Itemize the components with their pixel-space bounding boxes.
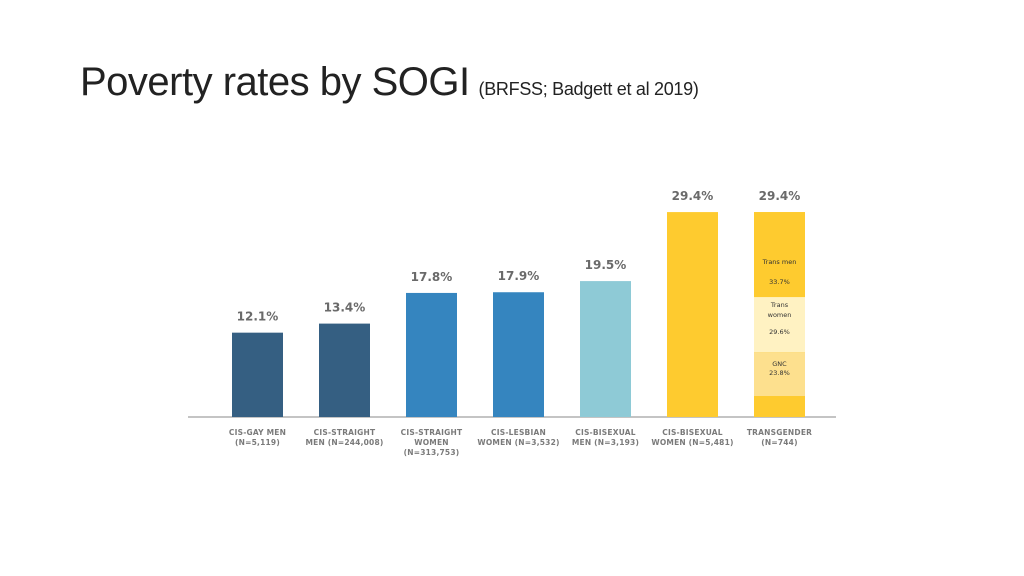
slide-title: Poverty rates by SOGI (BRFSS; Badgett et… xyxy=(80,60,699,105)
category-label: CIS-STRAIGHT xyxy=(314,428,376,437)
transgender-segment-label: 23.8% xyxy=(769,369,790,377)
category-label: MEN (N=244,008) xyxy=(305,438,383,447)
bar xyxy=(319,323,370,417)
category-label: CIS-LESBIAN xyxy=(491,428,546,437)
transgender-segment-label: Trans xyxy=(770,301,789,309)
transgender-segment-label: women xyxy=(768,311,792,319)
category-label: CIS-GAY MEN xyxy=(229,428,286,437)
value-label: 17.8% xyxy=(411,270,453,284)
transgender-segment xyxy=(754,212,805,298)
bar xyxy=(667,212,718,417)
category-label: WOMEN xyxy=(414,438,449,447)
title-source: (BRFSS; Badgett et al 2019) xyxy=(478,79,699,99)
value-label: 13.4% xyxy=(324,301,366,315)
category-label: MEN (N=3,193) xyxy=(572,438,639,447)
bar xyxy=(406,292,457,417)
value-label: 17.9% xyxy=(498,269,540,283)
transgender-segment-label: 29.6% xyxy=(769,328,790,336)
category-label: (N=313,753) xyxy=(404,448,460,457)
transgender-segment-label: 33.7% xyxy=(769,278,790,286)
value-label: 29.4% xyxy=(759,189,801,203)
transgender-segment xyxy=(754,297,805,353)
value-label: 19.5% xyxy=(585,258,627,272)
category-label: TRANSGENDER xyxy=(747,428,812,437)
transgender-segment-rest xyxy=(754,396,805,417)
transgender-segment-label: GNC xyxy=(772,360,787,368)
category-label: CIS-BISEXUAL xyxy=(662,428,722,437)
bar xyxy=(232,332,283,417)
category-label: WOMEN (N=5,481) xyxy=(651,438,733,447)
value-label: 12.1% xyxy=(237,310,279,324)
category-label: CIS-STRAIGHT xyxy=(401,428,463,437)
category-label: WOMEN (N=3,532) xyxy=(477,438,559,447)
value-label: 29.4% xyxy=(672,189,714,203)
title-main: Poverty rates by SOGI xyxy=(80,60,470,104)
category-label: (N=744) xyxy=(761,438,797,447)
transgender-segment-label: Trans men xyxy=(762,258,797,266)
transgender-segment xyxy=(754,352,805,397)
category-label: CIS-BISEXUAL xyxy=(575,428,635,437)
category-label: (N=5,119) xyxy=(235,438,280,447)
bar xyxy=(580,281,631,417)
bar xyxy=(493,292,544,417)
